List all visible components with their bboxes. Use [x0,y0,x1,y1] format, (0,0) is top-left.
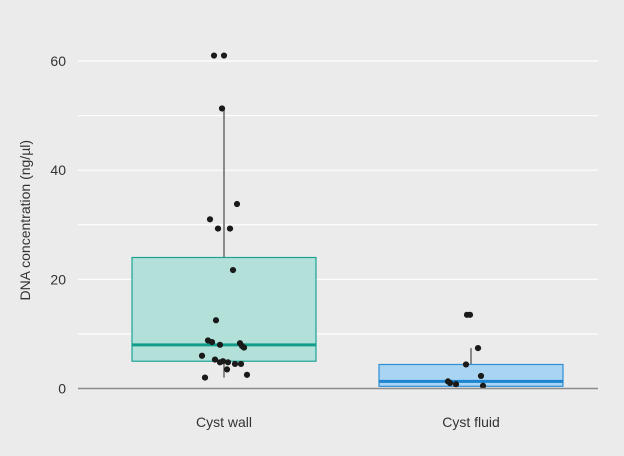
data-point [466,311,474,318]
data-point [474,345,482,352]
box [378,363,564,387]
data-point [240,344,248,351]
y-tick-label: 40 [50,162,66,178]
x-axis-labels: Cyst wall Cyst fluid [196,414,500,430]
data-point [210,52,218,59]
y-tick-label: 20 [50,271,66,287]
data-point [477,372,485,380]
y-tick-label: 0 [58,381,66,397]
data-point [223,366,231,373]
data-point [462,361,470,368]
data-point [216,341,224,348]
x-category-label: Cyst fluid [442,414,500,430]
boxes [131,108,564,387]
data-point [231,360,239,368]
data-point [237,360,245,368]
data-points [198,52,487,389]
data-point [220,52,228,59]
data-point [212,317,220,324]
x-category-label: Cyst wall [196,414,252,430]
data-point [211,356,219,363]
data-point [206,216,214,223]
y-axis-title: DNA concentration (ng/µl) [17,140,33,301]
data-point [233,200,241,208]
data-point [479,382,487,389]
data-point [446,379,454,387]
data-point [198,352,206,359]
data-point [216,359,224,366]
data-point [218,105,226,112]
y-axis-ticks: 0 20 40 60 [50,53,66,397]
data-point [229,266,237,274]
data-point [226,225,234,232]
data-point [224,359,232,366]
data-point [214,225,222,232]
data-point [243,371,251,378]
data-point [201,374,209,381]
data-point [452,381,460,388]
y-tick-label: 60 [50,53,66,69]
data-point [208,339,216,346]
